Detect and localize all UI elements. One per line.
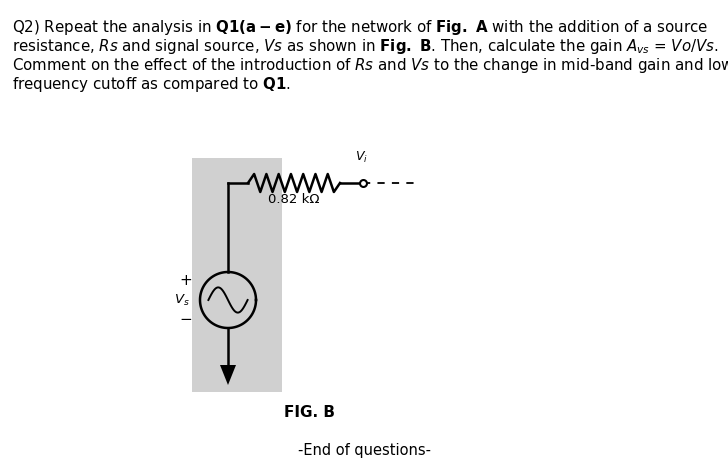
Text: $V_s$: $V_s$ (174, 293, 190, 308)
Text: FIG. B: FIG. B (285, 405, 336, 420)
Text: frequency cutoff as compared to $\mathbf{Q1}$.: frequency cutoff as compared to $\mathbf… (12, 75, 290, 94)
Bar (192, 158, 282, 392)
Text: −: − (179, 312, 192, 327)
Text: $V_i$: $V_i$ (355, 150, 368, 165)
Text: Comment on the effect of the introduction of $\mathit{Rs}$ and $\mathit{Vs}$ to : Comment on the effect of the introductio… (12, 56, 728, 75)
Text: resistance, $\mathit{Rs}$ and signal source, $\mathit{Vs}$ as shown in $\mathbf{: resistance, $\mathit{Rs}$ and signal sou… (12, 37, 719, 56)
Text: -End of questions-: -End of questions- (298, 443, 430, 458)
Text: +: + (179, 273, 192, 288)
Text: $\mathrm{Q2)}$ Repeat the analysis in $\mathbf{Q1(a-e)}$ for the network of $\ma: $\mathrm{Q2)}$ Repeat the analysis in $\… (12, 18, 708, 37)
Polygon shape (220, 365, 236, 385)
Text: 0.82 kΩ: 0.82 kΩ (268, 193, 320, 206)
